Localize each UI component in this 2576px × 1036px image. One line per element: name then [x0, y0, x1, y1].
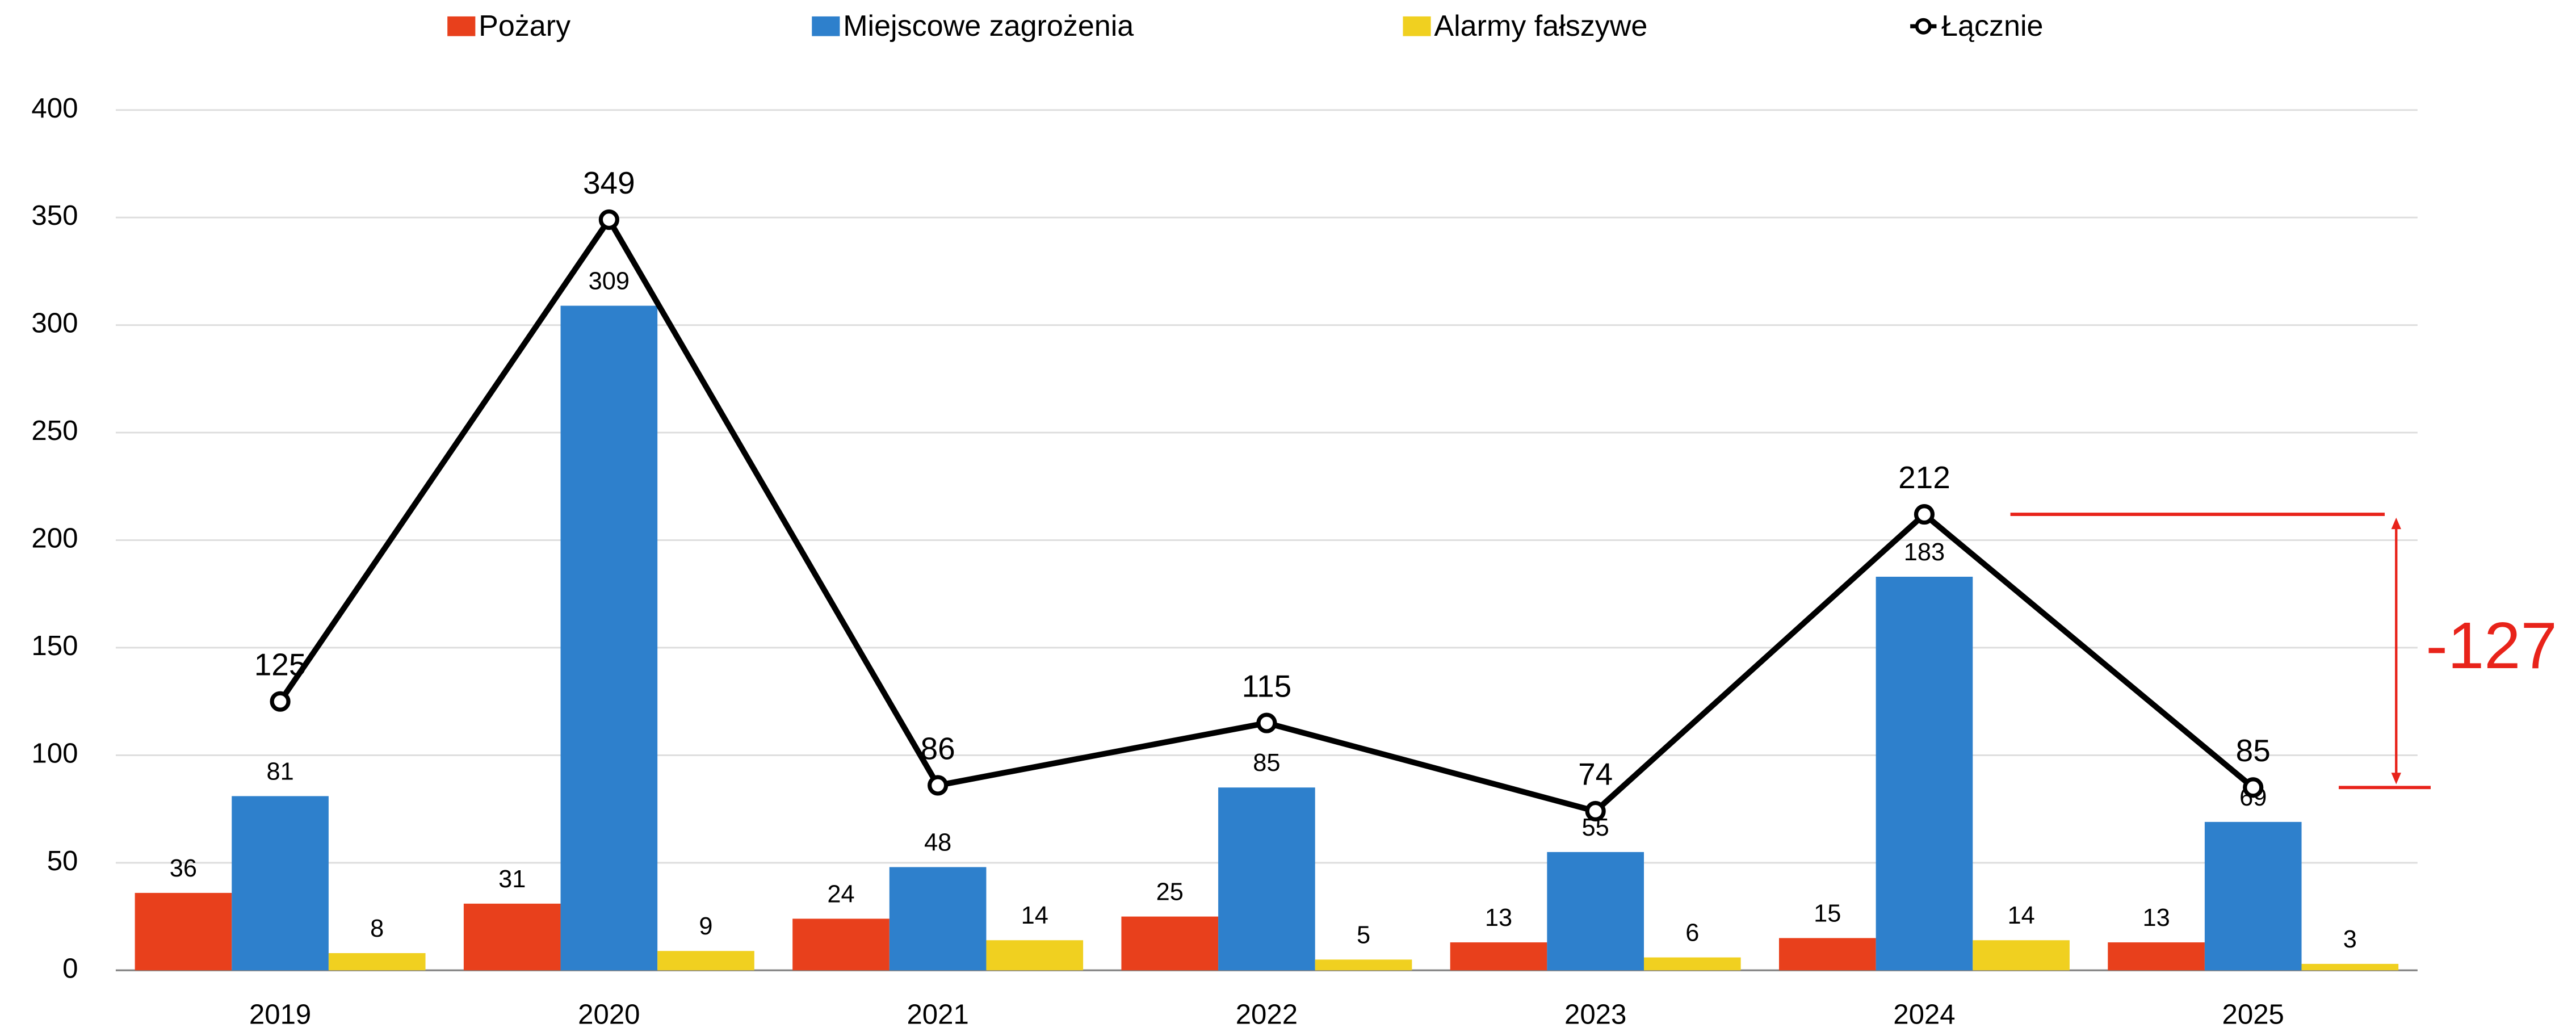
bar [1876, 577, 1973, 970]
legend-label: Pożary [479, 10, 570, 43]
value-label: 81 [266, 758, 293, 785]
value-label: 13 [1485, 904, 1512, 932]
bar [792, 918, 890, 970]
legend-swatch [447, 16, 475, 36]
bar [329, 953, 426, 970]
bar [2108, 942, 2205, 970]
bar [1973, 940, 2070, 970]
y-tick-label: 100 [31, 737, 78, 769]
value-label: 36 [170, 855, 197, 882]
bar [1121, 917, 1218, 971]
bar [2302, 964, 2399, 970]
value-label: 309 [589, 268, 630, 295]
value-label: 25 [1156, 879, 1184, 906]
legend-label: Łącznie [1941, 10, 2043, 43]
y-tick-label: 150 [31, 630, 78, 661]
bar [464, 904, 561, 970]
bar [1315, 959, 1412, 970]
bar [890, 867, 987, 970]
plot: 2019368182020313099202124481420222585520… [135, 165, 2557, 1030]
x-tick-label: 2019 [249, 999, 311, 1030]
x-tick-label: 2021 [907, 999, 968, 1030]
page: {"chart_data": {"type": "bar", "categori… [0, 0, 2576, 1036]
legend-label: Alarmy fałszywe [1434, 10, 1647, 43]
value-label: 9 [699, 913, 712, 940]
value-label: 85 [1253, 749, 1280, 777]
bar [1644, 958, 1741, 971]
bar [1450, 942, 1547, 970]
y-tick-label: 400 [31, 93, 78, 124]
value-label: 13 [2142, 904, 2170, 932]
value-label: 183 [1904, 539, 1945, 566]
legend-swatch [1403, 16, 1430, 36]
value-label: 3 [2343, 926, 2357, 953]
bar [1218, 787, 1315, 970]
legend: Pożary Miejscowe zagrożenia Alarmy fałszyw… [447, 10, 2043, 43]
x-tick-label: 2020 [578, 999, 640, 1030]
line-marker [1587, 803, 1604, 819]
y-tick-label: 50 [47, 845, 78, 876]
total-label: 86 [921, 731, 955, 766]
bar [232, 796, 329, 970]
x-tick-label: 2023 [1564, 999, 1626, 1030]
value-label: 14 [1021, 902, 1048, 929]
value-label: 5 [1357, 921, 1370, 949]
bar [657, 951, 754, 970]
total-label: 349 [583, 165, 635, 200]
line-marker [272, 693, 288, 710]
value-label: 14 [2007, 902, 2034, 929]
x-tick-label: 2024 [1893, 999, 1955, 1030]
bar [2205, 822, 2302, 970]
total-label: 212 [1898, 460, 1950, 495]
bar [1547, 852, 1644, 970]
value-label: 6 [1685, 920, 1699, 947]
total-label: 74 [1578, 757, 1613, 792]
bar [135, 893, 232, 970]
value-label: 24 [827, 880, 854, 908]
value-label: 31 [498, 866, 526, 893]
bar [561, 306, 658, 971]
x-tick-label: 2025 [2222, 999, 2284, 1030]
bar [986, 940, 1083, 970]
legend-label: Miejscowe zagrożenia [843, 10, 1134, 43]
arrow-head [2392, 518, 2401, 529]
chart: 050100150200250300350400 201936818202031… [0, 0, 2576, 1036]
total-label: 125 [254, 647, 307, 682]
y-tick-label: 250 [31, 415, 78, 446]
line-marker [2245, 779, 2262, 796]
line-marker [930, 777, 946, 794]
arrow-head [2392, 773, 2401, 784]
legend-swatch [1917, 20, 1930, 33]
total-label: 115 [1242, 668, 1292, 703]
bar [1779, 938, 1876, 970]
y-tick-label: 0 [62, 953, 78, 984]
y-tick-label: 200 [31, 523, 78, 554]
y-tick-label: 300 [31, 308, 78, 339]
x-tick-label: 2022 [1236, 999, 1298, 1030]
value-label: 15 [1814, 900, 1841, 927]
total-label: 85 [2236, 733, 2271, 768]
value-label: 48 [924, 829, 951, 856]
legend-swatch [812, 16, 840, 36]
y-tick-label: 350 [31, 200, 78, 231]
line-marker [1258, 715, 1275, 731]
annotation: -127 [2426, 609, 2557, 682]
line-marker [1916, 506, 1932, 523]
value-label: 8 [370, 915, 384, 942]
line-marker [601, 212, 617, 228]
